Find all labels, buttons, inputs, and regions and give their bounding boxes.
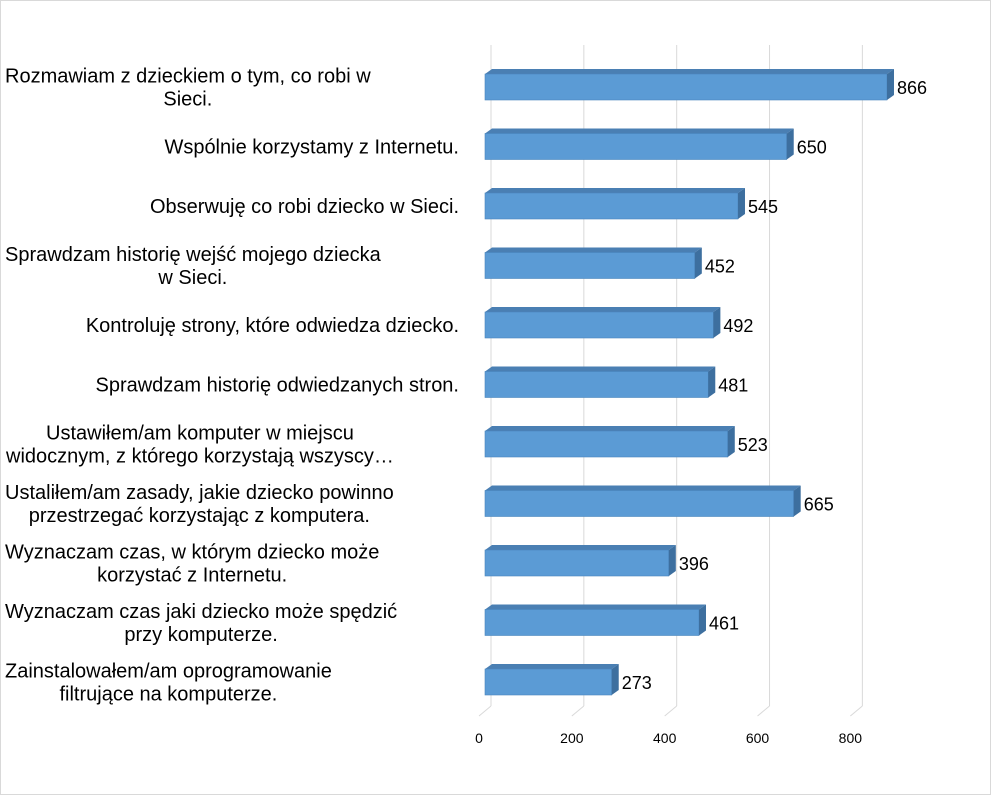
bar[interactable] <box>484 668 613 696</box>
category-label-line: korzystać z Internetu. <box>97 565 287 587</box>
data-label: 523 <box>738 435 768 455</box>
bar-side <box>694 247 702 279</box>
bar-top <box>485 69 894 74</box>
bar-top <box>485 307 721 312</box>
category-label-line: Ustaliłem/am zasady, jakie dziecko powin… <box>5 482 394 504</box>
category-label-line: Ustawiłem/am komputer w miejscu <box>46 423 354 445</box>
bar-side <box>786 128 794 160</box>
gridline-floor-600 <box>757 705 770 717</box>
bar[interactable] <box>484 549 670 577</box>
category-label-line: przy komputerze. <box>124 624 277 646</box>
bar-side <box>611 664 619 695</box>
category-label: Kontroluję strony, które odwiedza dzieck… <box>86 315 459 337</box>
data-label: 461 <box>709 614 739 634</box>
x-tick-label: 0 <box>475 730 483 746</box>
category-label-line: w Sieci. <box>157 267 227 289</box>
bar-top <box>485 366 716 372</box>
category-label-line: filtrujące na komputerze. <box>59 684 277 706</box>
bar[interactable] <box>484 430 729 458</box>
gridline-floor-0 <box>478 705 492 717</box>
bar-top <box>485 247 702 253</box>
bar-top <box>485 545 676 550</box>
bar-side <box>737 188 745 219</box>
category-label-line: Rozmawiam z dzieckiem o tym, co robi w <box>5 66 371 88</box>
category-label-line: Zainstalowałem/am oprogramowanie <box>5 661 332 683</box>
category-label: Rozmawiam z dzieckiem o tym, co robi w Si… <box>5 66 371 111</box>
data-label: 650 <box>797 138 827 158</box>
x-tick-label: 200 <box>560 730 584 746</box>
bar-side <box>886 69 894 100</box>
category-label: Obserwuję co robi dziecko w Sieci. <box>150 196 459 218</box>
gridline-floor-400 <box>664 705 678 717</box>
category-label-line: Sprawdzam historię wejść mojego dziecka <box>5 244 382 266</box>
data-label: 866 <box>897 78 927 98</box>
category-label: Wspólnie korzystamy z Internetu. <box>164 137 459 159</box>
bar-side <box>708 366 716 398</box>
category-label: Wyznaczam czas, w którym dziecko może kor… <box>5 542 379 587</box>
data-label: 273 <box>622 673 652 693</box>
category-label-line: Wspólnie korzystamy z Internetu. <box>164 137 459 159</box>
category-label: Wyznaczam czas jaki dziecko może spędzić… <box>5 601 397 646</box>
data-label: 396 <box>679 554 709 574</box>
bar-top <box>485 188 745 193</box>
bar[interactable] <box>484 73 888 101</box>
bar[interactable] <box>484 192 739 220</box>
category-label-line: widocznym, z którego korzystają wszyscy… <box>5 446 394 468</box>
category-label: Ustaliłem/am zasady, jakie dziecko powin… <box>5 482 394 527</box>
x-tick-label: 400 <box>653 730 677 746</box>
x-tick-label: 600 <box>746 730 770 746</box>
bar-side <box>713 307 721 338</box>
bar[interactable] <box>484 490 794 517</box>
category-label-line: Sieci. <box>163 89 212 111</box>
bar[interactable] <box>484 371 709 398</box>
data-label: 452 <box>705 257 735 277</box>
bar-top <box>485 485 801 491</box>
data-label: 665 <box>804 495 834 515</box>
data-label: 492 <box>723 316 753 336</box>
bar-top <box>485 664 619 669</box>
bar[interactable] <box>484 252 696 279</box>
category-label: Sprawdzam historię wejść mojego dziecka w… <box>5 244 382 289</box>
bar-top <box>485 128 794 134</box>
bar[interactable] <box>484 133 788 160</box>
bar-side <box>793 485 801 517</box>
category-label-line: Obserwuję co robi dziecko w Sieci. <box>150 196 459 218</box>
bar-top <box>485 604 706 610</box>
category-label-line: Sprawdzam historię odwiedzanych stron. <box>95 375 459 397</box>
bar-side <box>698 604 706 636</box>
x-tick-label: 800 <box>839 730 863 746</box>
category-label-line: przestrzegać korzystając z komputera. <box>29 505 370 527</box>
gridline-floor-200 <box>571 705 585 717</box>
bar[interactable] <box>484 311 714 339</box>
data-label: 545 <box>748 197 778 217</box>
category-label: Sprawdzam historię odwiedzanych stron. <box>95 375 459 397</box>
data-label: 481 <box>718 376 748 396</box>
bar-top <box>485 426 735 431</box>
gridline-floor-800 <box>850 705 863 717</box>
category-label-line: Wyznaczam czas jaki dziecko może spędzić <box>5 601 397 623</box>
category-label-line: Wyznaczam czas, w którym dziecko może <box>5 542 379 564</box>
category-label-line: Kontroluję strony, które odwiedza dzieck… <box>86 315 459 337</box>
bar-side <box>727 426 735 457</box>
bar[interactable] <box>484 609 700 636</box>
category-label: Ustawiłem/am komputer w miejscu widocznym… <box>5 423 394 468</box>
bar-side <box>668 545 676 576</box>
category-label: Zainstalowałem/am oprogramowanie filtrują… <box>5 661 332 706</box>
